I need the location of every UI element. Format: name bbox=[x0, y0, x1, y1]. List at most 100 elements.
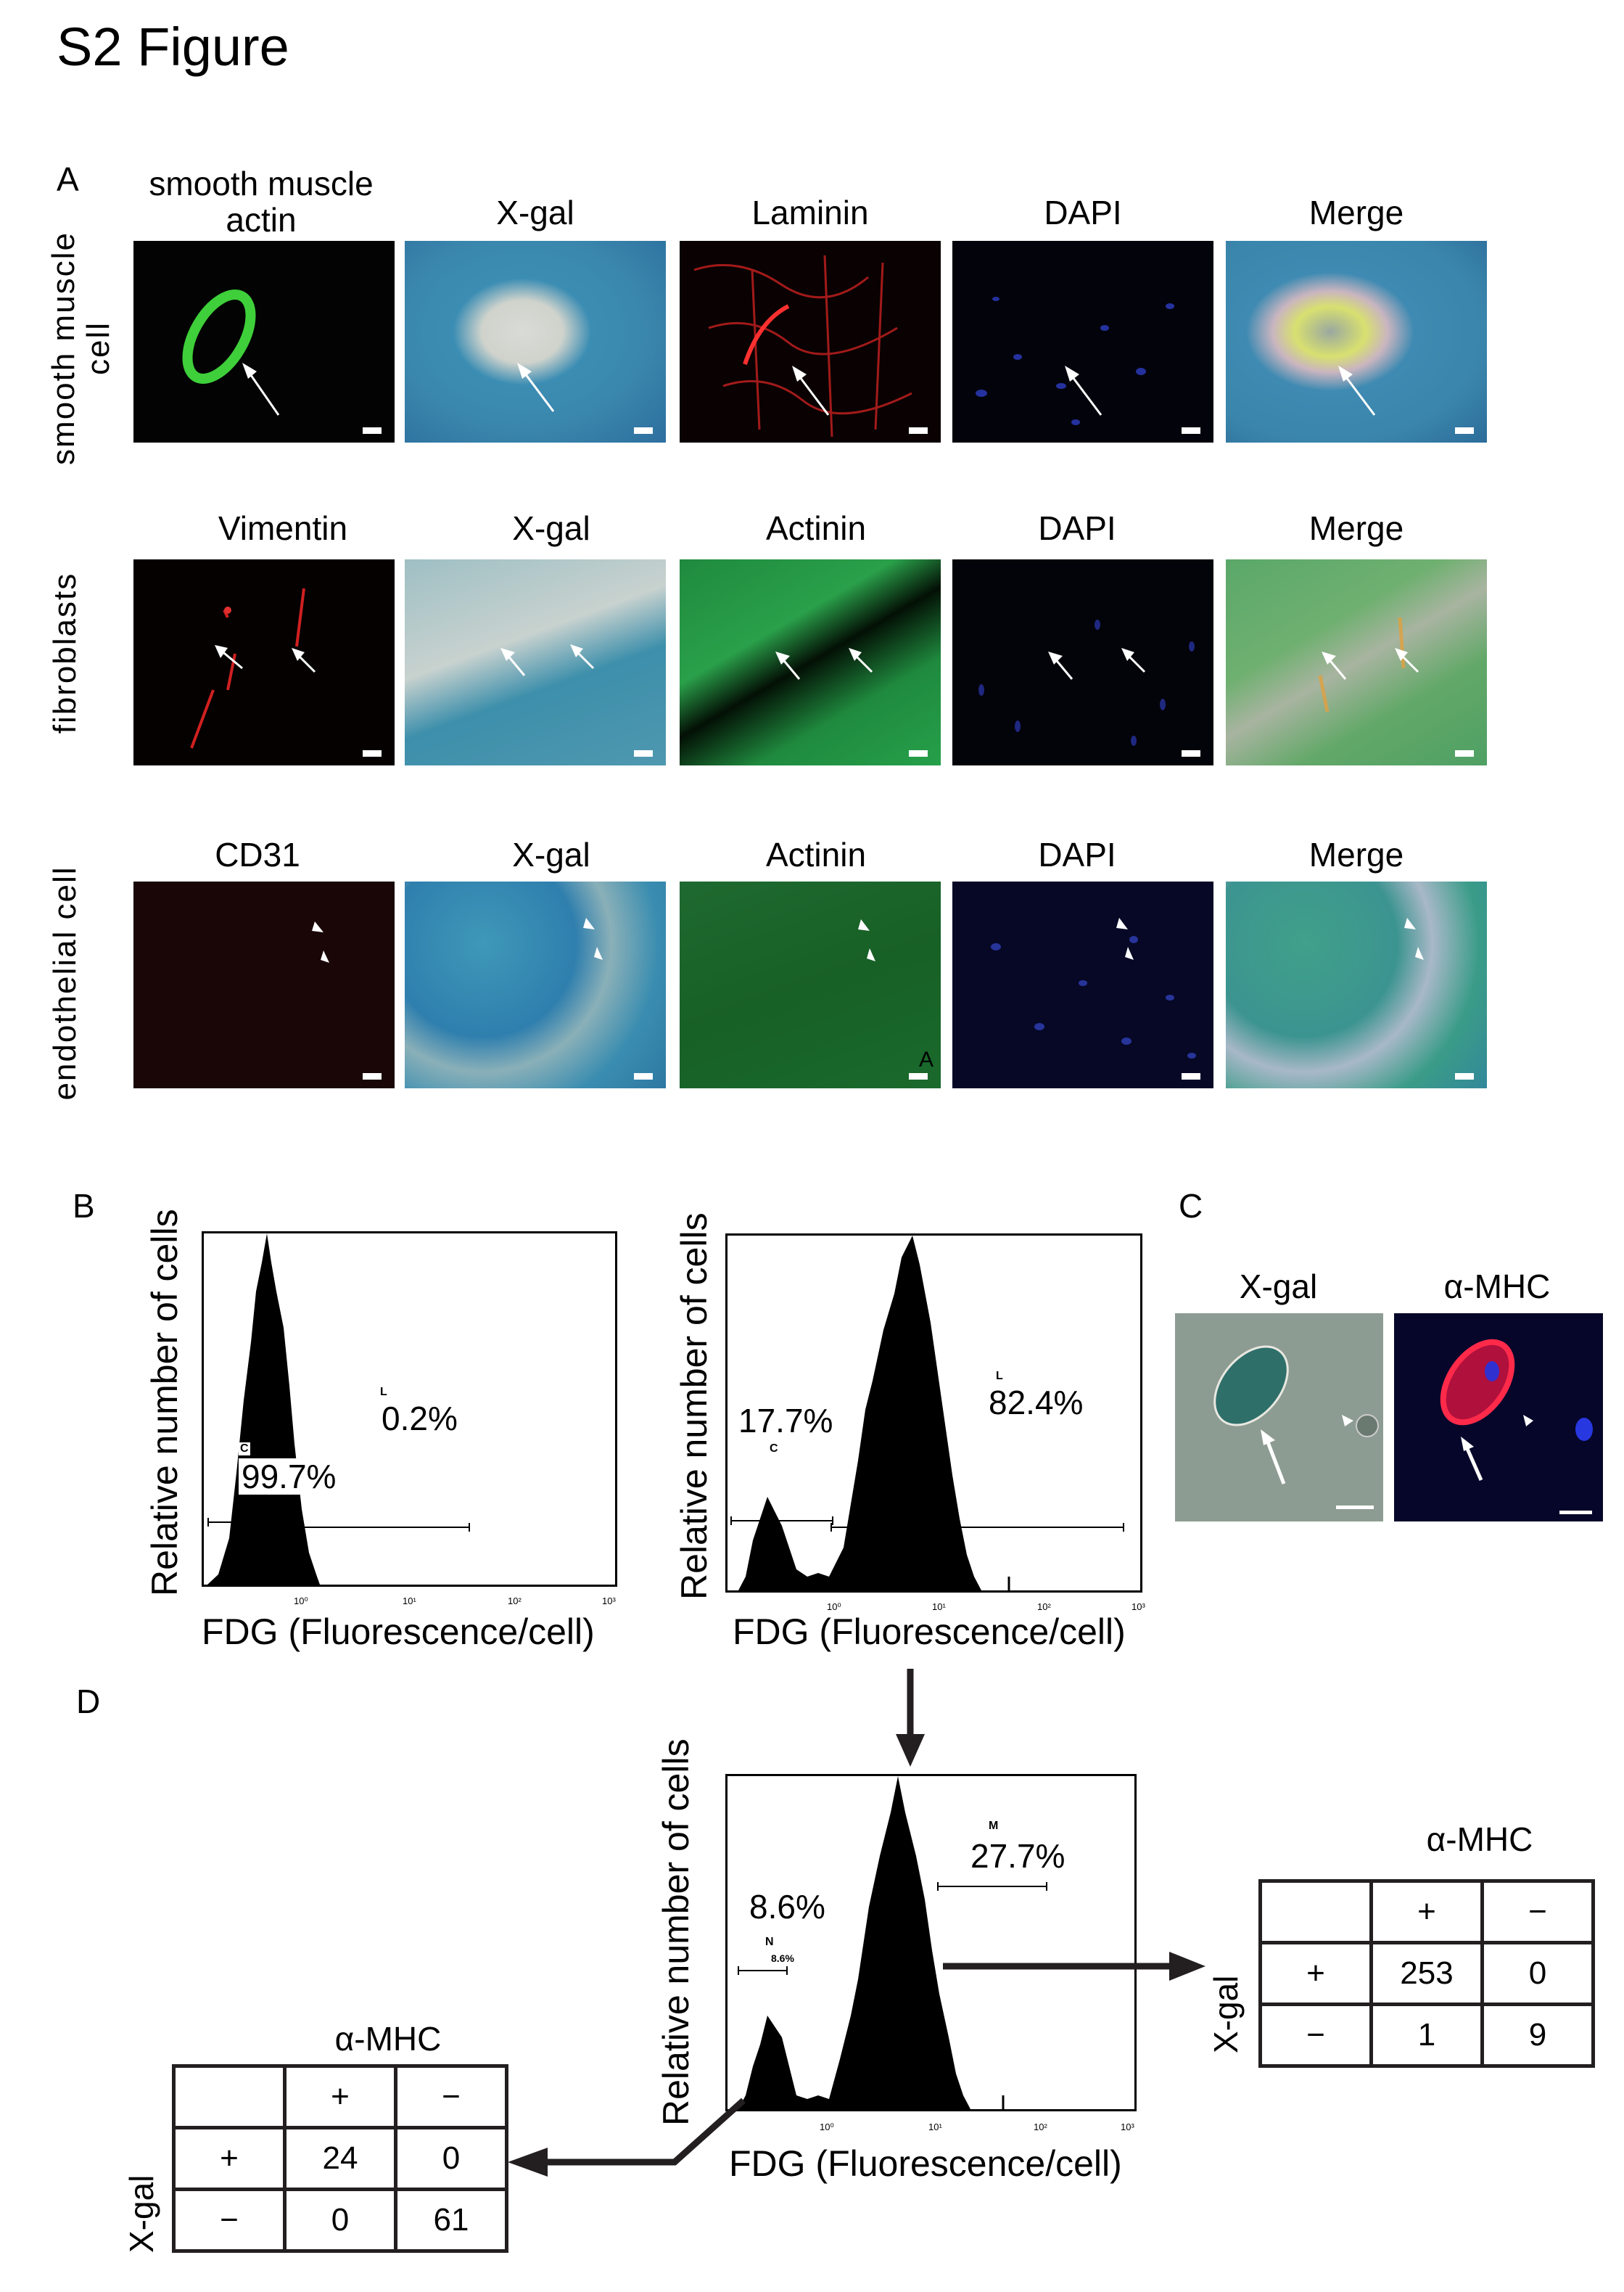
nuclei bbox=[991, 918, 1196, 1059]
table-row: − 0 61 bbox=[172, 2188, 508, 2253]
col-label-smooth-muscle-actin: smooth muscle actin bbox=[149, 165, 374, 239]
gate-label-l: L bbox=[380, 1386, 387, 1398]
gate-percent-m: 27.7% bbox=[970, 1837, 1066, 1875]
scale-bar bbox=[363, 427, 382, 434]
micrograph-xgal-row1 bbox=[405, 241, 666, 443]
table-cell: 1 bbox=[1369, 2003, 1484, 2068]
histogram-b-left: C 99.7% L 0.2% bbox=[202, 1231, 617, 1587]
col-label-dapi: DAPI bbox=[1038, 836, 1116, 874]
gate-percent-l: 82.4% bbox=[989, 1384, 1084, 1421]
table-cell: − bbox=[172, 2188, 287, 2253]
table-cell: 0 bbox=[394, 2126, 508, 2191]
gate-inline-percent-n: 8.6% bbox=[771, 1952, 794, 1964]
histogram-plot bbox=[730, 1236, 1124, 1590]
table-cell: 9 bbox=[1480, 2003, 1595, 2068]
micrograph-dapi-row3 bbox=[952, 882, 1213, 1088]
col-label-actinin: Actinin bbox=[765, 836, 867, 874]
table-row: − 1 9 bbox=[1258, 2003, 1595, 2068]
row-label-smooth-muscle-cell: smooth muscle cell bbox=[46, 231, 116, 465]
micrograph-merge-row3 bbox=[1226, 882, 1487, 1088]
table-row-title: X-gal bbox=[1207, 1975, 1245, 2053]
micrograph-laminin bbox=[680, 241, 941, 443]
table-cell: − bbox=[1480, 1879, 1595, 1944]
table-cell: 253 bbox=[1369, 1941, 1484, 2006]
x-tick: 10³ bbox=[1132, 1601, 1145, 1612]
gate-percent-c: 99.7% bbox=[239, 1458, 339, 1495]
histogram-plot bbox=[207, 1233, 470, 1585]
arrowhead-icon bbox=[858, 919, 875, 961]
col-label-vimentin: Vimentin bbox=[218, 509, 348, 547]
histogram-d: 8.6% N 8.6% M 27.7% bbox=[725, 1774, 1137, 2111]
scale-bar bbox=[1455, 1073, 1474, 1080]
col-label-merge: Merge bbox=[1308, 509, 1404, 547]
arrowhead-icon bbox=[1404, 918, 1424, 960]
cardiomyocyte-xgal bbox=[1213, 1345, 1379, 1509]
gate-label-n: N bbox=[765, 1936, 774, 1948]
x-tick: 10¹ bbox=[403, 1595, 416, 1606]
table-cell: 24 bbox=[283, 2126, 397, 2191]
table-col-title: α-MHC bbox=[334, 2020, 442, 2058]
col-label-dapi: DAPI bbox=[1038, 509, 1116, 547]
contingency-table-high: + − + 253 0 − 1 9 bbox=[1258, 1879, 1595, 2068]
micrograph-xgal-row2 bbox=[405, 559, 666, 765]
table-cell: − bbox=[1258, 2003, 1373, 2068]
arrow-icon bbox=[1318, 617, 1419, 712]
micrograph-isolated-cell-alpha-mhc bbox=[1394, 1313, 1603, 1521]
arrow-icon bbox=[500, 644, 595, 676]
y-axis-label: Relative number of cells bbox=[674, 1212, 714, 1600]
gate-percent-l: 0.2% bbox=[382, 1400, 458, 1437]
table-cell: 0 bbox=[283, 2188, 397, 2253]
right-arrow-icon bbox=[943, 1952, 1205, 1981]
panel-annotation-a: A bbox=[918, 1048, 933, 1072]
x-tick: 10² bbox=[1034, 2121, 1047, 2132]
panel-d-label: D bbox=[76, 1683, 101, 1720]
scale-bar bbox=[363, 750, 382, 757]
x-tick: 10¹ bbox=[932, 1601, 946, 1612]
table-row: + − bbox=[172, 2064, 508, 2129]
table-col-title: α-MHC bbox=[1426, 1820, 1533, 1858]
arrowhead-icon bbox=[312, 921, 329, 963]
scale-bar bbox=[1182, 1073, 1200, 1080]
gate-label-c: C bbox=[770, 1442, 778, 1455]
col-label-dapi: DAPI bbox=[1044, 194, 1122, 231]
contingency-table-low: + − + 24 0 − 0 61 bbox=[172, 2064, 508, 2253]
scale-bar bbox=[1455, 427, 1474, 434]
col-label-xgal: X-gal bbox=[512, 836, 590, 874]
gate-percent-n: 8.6% bbox=[749, 1888, 825, 1926]
panel-c-label: C bbox=[1179, 1187, 1203, 1225]
x-tick: 10³ bbox=[602, 1595, 616, 1606]
table-cell bbox=[1258, 1879, 1373, 1944]
col-label-laminin: Laminin bbox=[751, 194, 869, 231]
table-row: + − bbox=[1258, 1879, 1595, 1944]
x-tick: 10⁰ bbox=[827, 1601, 841, 1612]
figure-title: S2 Figure bbox=[57, 17, 289, 77]
table-cell: − bbox=[394, 2064, 508, 2129]
col-label-actinin: Actinin bbox=[765, 509, 867, 547]
gate-label-l: L bbox=[996, 1370, 1003, 1382]
x-tick: 10¹ bbox=[928, 2121, 942, 2132]
col-label-alpha-mhc: α-MHC bbox=[1443, 1268, 1551, 1305]
x-tick: 10² bbox=[508, 1595, 522, 1606]
arrow-icon bbox=[517, 363, 555, 412]
col-label-xgal: X-gal bbox=[512, 509, 590, 547]
left-arrow-icon bbox=[508, 2098, 746, 2177]
scale-bar bbox=[634, 427, 653, 434]
table-cell: + bbox=[283, 2064, 397, 2129]
x-tick: 10³ bbox=[1121, 2121, 1134, 2132]
micrograph-merge-row1 bbox=[1226, 241, 1487, 443]
micrograph-isolated-cell-xgal bbox=[1175, 1313, 1383, 1521]
histogram-b-right: 17.7% C L 82.4% bbox=[725, 1233, 1142, 1593]
micrograph-cd31 bbox=[133, 882, 395, 1088]
y-axis-label: Relative number of cells bbox=[656, 1738, 696, 2126]
x-tick: 10⁰ bbox=[294, 1595, 308, 1606]
panel-a-label: A bbox=[57, 160, 79, 198]
nuclei bbox=[976, 297, 1174, 425]
micrograph-dapi-row2 bbox=[952, 559, 1213, 765]
scale-bar bbox=[909, 750, 928, 757]
table-cell bbox=[172, 2064, 287, 2129]
scale-bar bbox=[363, 1073, 382, 1080]
down-arrow-icon bbox=[896, 1669, 925, 1767]
vessel-ring-green bbox=[182, 289, 280, 416]
col-label-xgal: X-gal bbox=[1239, 1268, 1318, 1305]
micrograph-dapi-row1 bbox=[952, 241, 1213, 443]
